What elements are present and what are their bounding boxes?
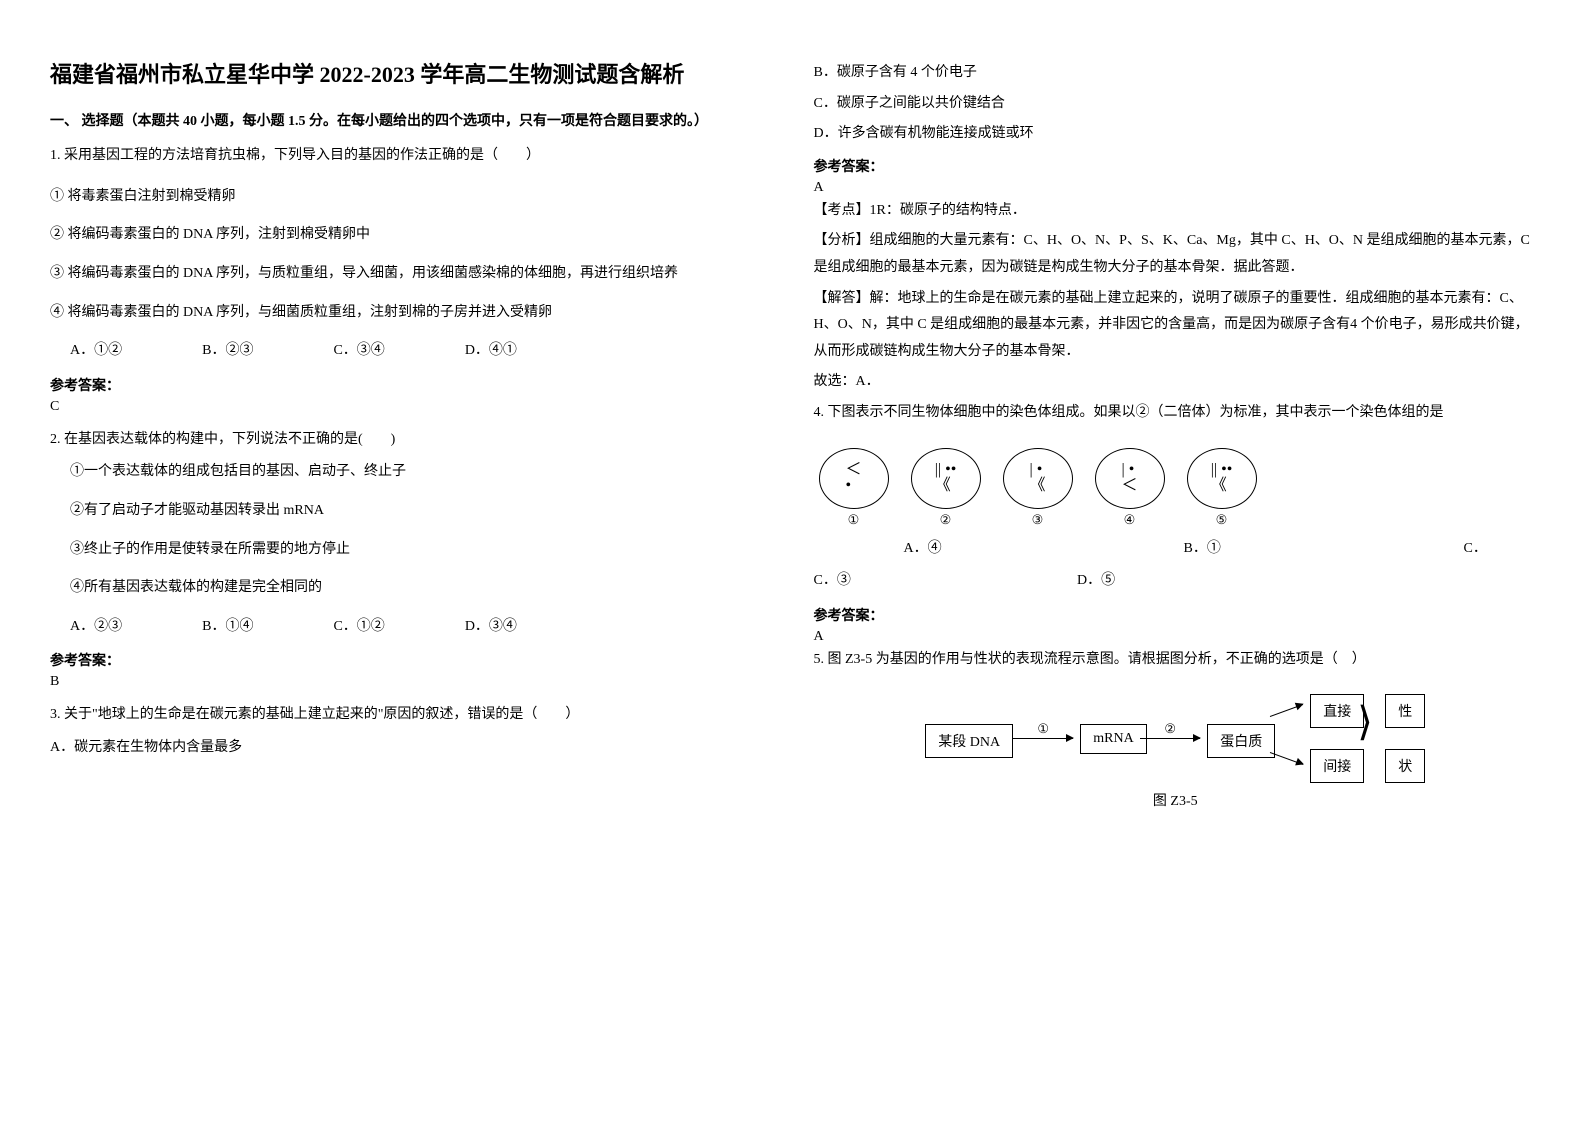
- cell-5-content: || •• 《: [1187, 448, 1257, 509]
- q4-opt-d: D．⑤: [1077, 573, 1115, 588]
- q3-exp4: 故选：A．: [814, 369, 1538, 396]
- q2-ans: B: [50, 674, 774, 690]
- q2-opt-b: B．①④: [202, 614, 253, 641]
- q1-sub3: ③ 将编码毒素蛋白的 DNA 序列，与质粒重组，导入细菌，用该细菌感染棉的体细胞…: [50, 261, 774, 288]
- right-column: B．碳原子含有 4 个价电子 C．碳原子之间能以共价键结合 D．许多含碳有机物能…: [814, 60, 1538, 1062]
- q1-sub4: ④ 将编码毒素蛋白的 DNA 序列，与细菌质粒重组，注射到棉的子房并进入受精卵: [50, 300, 774, 327]
- q3-exp2: 【分析】组成细胞的大量元素有：C、H、O、N、P、S、K、Ca、Mg，其中 C、…: [814, 228, 1538, 281]
- cell-1: ＜ • ①: [814, 448, 894, 528]
- flow-arrow-direct: [1270, 704, 1303, 717]
- cell-2: || •• 《 ②: [906, 448, 986, 528]
- cell-4: | • ＜ ④: [1090, 448, 1170, 528]
- q2-opt-a: A．②③: [70, 614, 122, 641]
- flow-box-xing: 性: [1385, 694, 1425, 728]
- q5-caption: 图 Z3-5: [1153, 790, 1198, 810]
- q2-opt-d: D．③④: [465, 614, 517, 641]
- cell-1-content: ＜ •: [819, 448, 889, 509]
- flow-arrow-indirect: [1270, 752, 1303, 765]
- q4-opt-a: A．④: [904, 536, 1184, 563]
- q2-sub4: ④所有基因表达载体的构建是完全相同的: [50, 575, 774, 602]
- cell-2-label: ②: [940, 512, 952, 528]
- cell-2-content: || •• 《: [911, 448, 981, 509]
- q2-sub2: ②有了启动子才能驱动基因转录出 mRNA: [50, 498, 774, 525]
- flow-arrow-1: ①: [1013, 738, 1073, 739]
- q1-stem: 1. 采用基因工程的方法培育抗虫棉，下列导入目的基因的作法正确的是（ ）: [50, 143, 774, 170]
- q3-ans-label: 参考答案：: [814, 156, 1538, 176]
- q3-opt-b: B．碳原子含有 4 个价电子: [814, 60, 1538, 87]
- flow-box-direct: 直接: [1310, 694, 1364, 728]
- cell-3-content: | • 《: [1003, 448, 1073, 509]
- q3-opt-a: A．碳元素在生物体内含量最多: [50, 735, 774, 762]
- q1-options: A．①② B．②③ C．③④ D．④①: [50, 338, 774, 365]
- section-header: 一、 选择题（本题共 40 小题，每小题 1.5 分。在每小题给出的四个选项中，…: [50, 111, 774, 133]
- q3-ans: A: [814, 180, 1538, 196]
- flow-arrow-2-label: ②: [1140, 721, 1200, 737]
- brace-icon: ⟩: [1357, 702, 1373, 742]
- cell-3: | • 《 ③: [998, 448, 1078, 528]
- flow-box-protein: 蛋白质: [1207, 724, 1275, 758]
- flow-box-mrna: mRNA: [1080, 724, 1146, 754]
- q1-sub2: ② 将编码毒素蛋白的 DNA 序列，注射到棉受精卵中: [50, 222, 774, 249]
- flow-box-indirect: 间接: [1310, 749, 1364, 783]
- q1-opt-d: D．④①: [465, 338, 517, 365]
- q2-sub1: ①一个表达载体的组成包括目的基因、启动子、终止子: [50, 459, 774, 486]
- q3-exp1: 【考点】1R：碳原子的结构特点．: [814, 198, 1538, 225]
- q4-cells: ＜ • ① || •• 《 ② | • 《 ③ | • ＜ ④ || •• 《 …: [814, 448, 1538, 528]
- q4-options: A．④ B．① C．: [814, 536, 1538, 563]
- q4-ans-label: 参考答案：: [814, 605, 1538, 625]
- cell-4-label: ④: [1124, 512, 1136, 528]
- cell-1-label: ①: [848, 512, 860, 528]
- cell-3-label: ③: [1032, 512, 1044, 528]
- q1-sub1: ① 将毒素蛋白注射到棉受精卵: [50, 184, 774, 211]
- q4-opt-b: B．①: [1184, 536, 1464, 563]
- flow-box-zhuang: 状: [1385, 749, 1425, 783]
- doc-title: 福建省福州市私立星华中学 2022-2023 学年高二生物测试题含解析: [50, 60, 774, 91]
- q3-exp3: 【解答】解：地球上的生命是在碳元素的基础上建立起来的，说明了碳原子的重要性．组成…: [814, 286, 1538, 366]
- q5-stem: 5. 图 Z3-5 为基因的作用与性状的表现流程示意图。请根据图分析，不正确的选…: [814, 647, 1538, 674]
- q2-sub3: ③终止子的作用是使转录在所需要的地方停止: [50, 537, 774, 564]
- q4-options-2: C．③ D．⑤: [814, 568, 1538, 595]
- q3-opt-d: D．许多含碳有机物能连接成链或环: [814, 121, 1538, 148]
- q3-stem: 3. 关于"地球上的生命是在碳元素的基础上建立起来的"原因的叙述，错误的是（ ）: [50, 702, 774, 729]
- cell-5-label: ⑤: [1216, 512, 1228, 528]
- q1-ans-label: 参考答案：: [50, 375, 774, 395]
- q1-opt-a: A．①②: [70, 338, 122, 365]
- flow-arrow-2: ②: [1140, 738, 1200, 739]
- cell-4-content: | • ＜: [1095, 448, 1165, 509]
- q1-opt-b: B．②③: [202, 338, 253, 365]
- q3-opt-c: C．碳原子之间能以共价键结合: [814, 91, 1538, 118]
- flow-arrow-1-label: ①: [1013, 721, 1073, 737]
- flow-box-dna: 某段 DNA: [925, 724, 1013, 758]
- left-column: 福建省福州市私立星华中学 2022-2023 学年高二生物测试题含解析 一、 选…: [50, 60, 774, 1062]
- q4-ans: A: [814, 629, 1538, 645]
- q4-opt-c-prefix: C．: [1464, 536, 1524, 563]
- q5-flowchart: 某段 DNA ① mRNA ② 蛋白质 直接 间接 ⟩ 性 状: [925, 694, 1425, 784]
- q4-opt-c: C．③: [814, 568, 1074, 595]
- q1-ans: C: [50, 399, 774, 415]
- q2-stem: 2. 在基因表达载体的构建中，下列说法不正确的是( ): [50, 427, 774, 454]
- q4-stem: 4. 下图表示不同生物体细胞中的染色体组成。如果以②（二倍体）为标准，其中表示一…: [814, 400, 1538, 427]
- cell-5: || •• 《 ⑤: [1182, 448, 1262, 528]
- q5-flow-wrap: 某段 DNA ① mRNA ② 蛋白质 直接 间接 ⟩ 性 状 图 Z3-5: [814, 694, 1538, 810]
- q2-options: A．②③ B．①④ C．①② D．③④: [50, 614, 774, 641]
- q2-opt-c: C．①②: [333, 614, 384, 641]
- q1-opt-c: C．③④: [333, 338, 384, 365]
- q2-ans-label: 参考答案：: [50, 650, 774, 670]
